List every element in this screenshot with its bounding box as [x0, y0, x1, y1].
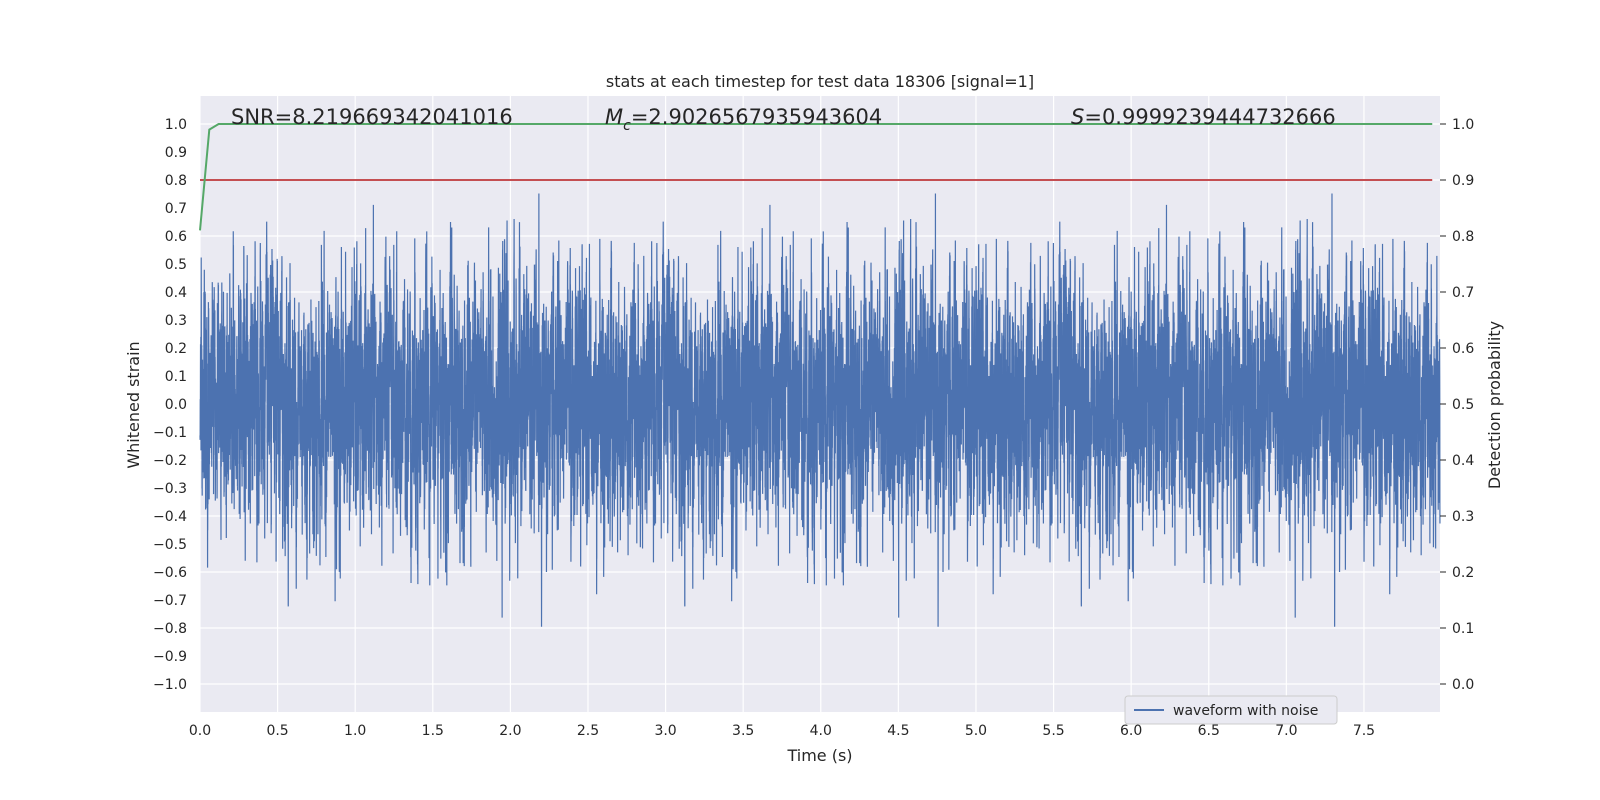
x-ticks: 0.0 0.5 1.0 1.5 2.0 2.5 3.0 3.5 4.0 4.5 5.0 5.5 6.0 6… — [189, 723, 1375, 739]
y-tick-label-left: −0.3 — [153, 481, 187, 497]
y-tick-label-left: −0.8 — [153, 621, 187, 637]
y-tick-label-left: −0.4 — [153, 509, 187, 525]
y-ticks-left: 1.0 0.9 0.8 0.7 0.6 0.5 0.4 0.3 0.2 0.1 0.0 −0.1 −0.… — [153, 117, 187, 693]
y-tick-label-left: −0.1 — [153, 425, 187, 441]
y-tick-label-right: 0.8 — [1452, 229, 1474, 245]
x-tick-label: 5.0 — [965, 723, 987, 739]
legend-label: waveform with noise — [1173, 703, 1318, 719]
y-tick-label-left: 0.4 — [165, 285, 187, 301]
y-tick-label-left: −0.6 — [153, 565, 187, 581]
x-tick-label: 5.5 — [1042, 723, 1064, 739]
y-tick-label-left: 0.8 — [165, 173, 187, 189]
s-annotation: S=0.9999239444732666 — [1071, 105, 1336, 129]
y-tick-label-left: −1.0 — [153, 677, 187, 693]
x-tick-label: 2.5 — [577, 723, 599, 739]
y-tick-label-left: 0.5 — [165, 257, 187, 273]
y-tick-label-right: 0.3 — [1452, 509, 1474, 525]
x-tick-label: 1.0 — [344, 723, 366, 739]
x-tick-label: 3.5 — [732, 723, 754, 739]
x-axis-label: Time (s) — [786, 746, 852, 765]
y-tick-label-left: 0.0 — [165, 397, 187, 413]
y-tick-label-left: 0.6 — [165, 229, 187, 245]
waveform-series — [199, 193, 1441, 627]
y-tick-label-left: 0.1 — [165, 369, 187, 385]
x-tick-label: 1.5 — [422, 723, 444, 739]
y-tick-label-right: 0.7 — [1452, 285, 1474, 301]
y-tick-label-left: −0.5 — [153, 537, 187, 553]
waveform-line — [199, 193, 1441, 627]
y-tick-label-right: 0.2 — [1452, 565, 1474, 581]
x-tick-label: 7.5 — [1353, 723, 1375, 739]
s-symbol: S — [1071, 105, 1084, 129]
x-tick-label: 2.0 — [499, 723, 521, 739]
x-tick-label: 7.0 — [1275, 723, 1297, 739]
detection-probability-line — [199, 123, 1433, 231]
y-tick-label-left: −0.9 — [153, 649, 187, 665]
y-ticks-right: 1.0 0.9 0.8 0.7 0.6 0.5 0.4 0.3 0.2 0.1 0.0 — [1440, 117, 1474, 693]
x-tick-label: 0.5 — [266, 723, 288, 739]
snr-annotation: SNR=8.219669342041016 — [231, 105, 513, 129]
chirp-mass-value: =2.9026567935943604 — [631, 105, 882, 129]
y-tick-label-right: 0.5 — [1452, 397, 1474, 413]
x-tick-label: 6.5 — [1198, 723, 1220, 739]
chirp-mass-symbol: M — [605, 105, 623, 129]
x-tick-label: 6.0 — [1120, 723, 1142, 739]
y-tick-label-right: 0.0 — [1452, 677, 1474, 693]
x-tick-label: 4.0 — [810, 723, 832, 739]
chirp-mass-subscript: c — [623, 118, 631, 134]
y-tick-label-right: 0.9 — [1452, 173, 1474, 189]
s-value: =0.9999239444732666 — [1084, 105, 1335, 129]
x-tick-label: 4.5 — [887, 723, 909, 739]
x-tick-label: 3.0 — [654, 723, 676, 739]
chirp-mass-annotation: Mc=2.9026567935943604 — [605, 105, 882, 134]
y-tick-label-left: 0.2 — [165, 341, 187, 357]
legend: waveform with noise — [1124, 695, 1338, 725]
y-tick-label-right: 0.1 — [1452, 621, 1474, 637]
y-tick-label-left: 0.9 — [165, 145, 187, 161]
y-tick-label-left: 0.7 — [165, 201, 187, 217]
probability-series — [199, 123, 1433, 231]
y-tick-label-left: 1.0 — [165, 117, 187, 133]
chart-title: stats at each timestep for test data 183… — [606, 72, 1034, 91]
y-tick-label-right: 0.6 — [1452, 341, 1474, 357]
y-tick-label-right: 1.0 — [1452, 117, 1474, 133]
y-axis-label-left: Whitened strain — [124, 341, 143, 468]
y-tick-label-left: 0.3 — [165, 313, 187, 329]
y-tick-label-right: 0.4 — [1452, 453, 1474, 469]
x-tick-label: 0.0 — [189, 723, 211, 739]
y-tick-label-left: −0.7 — [153, 593, 187, 609]
y-tick-label-left: −0.2 — [153, 453, 187, 469]
legend-box — [1124, 695, 1338, 725]
y-axis-label-right: Detection probability — [1485, 321, 1504, 489]
